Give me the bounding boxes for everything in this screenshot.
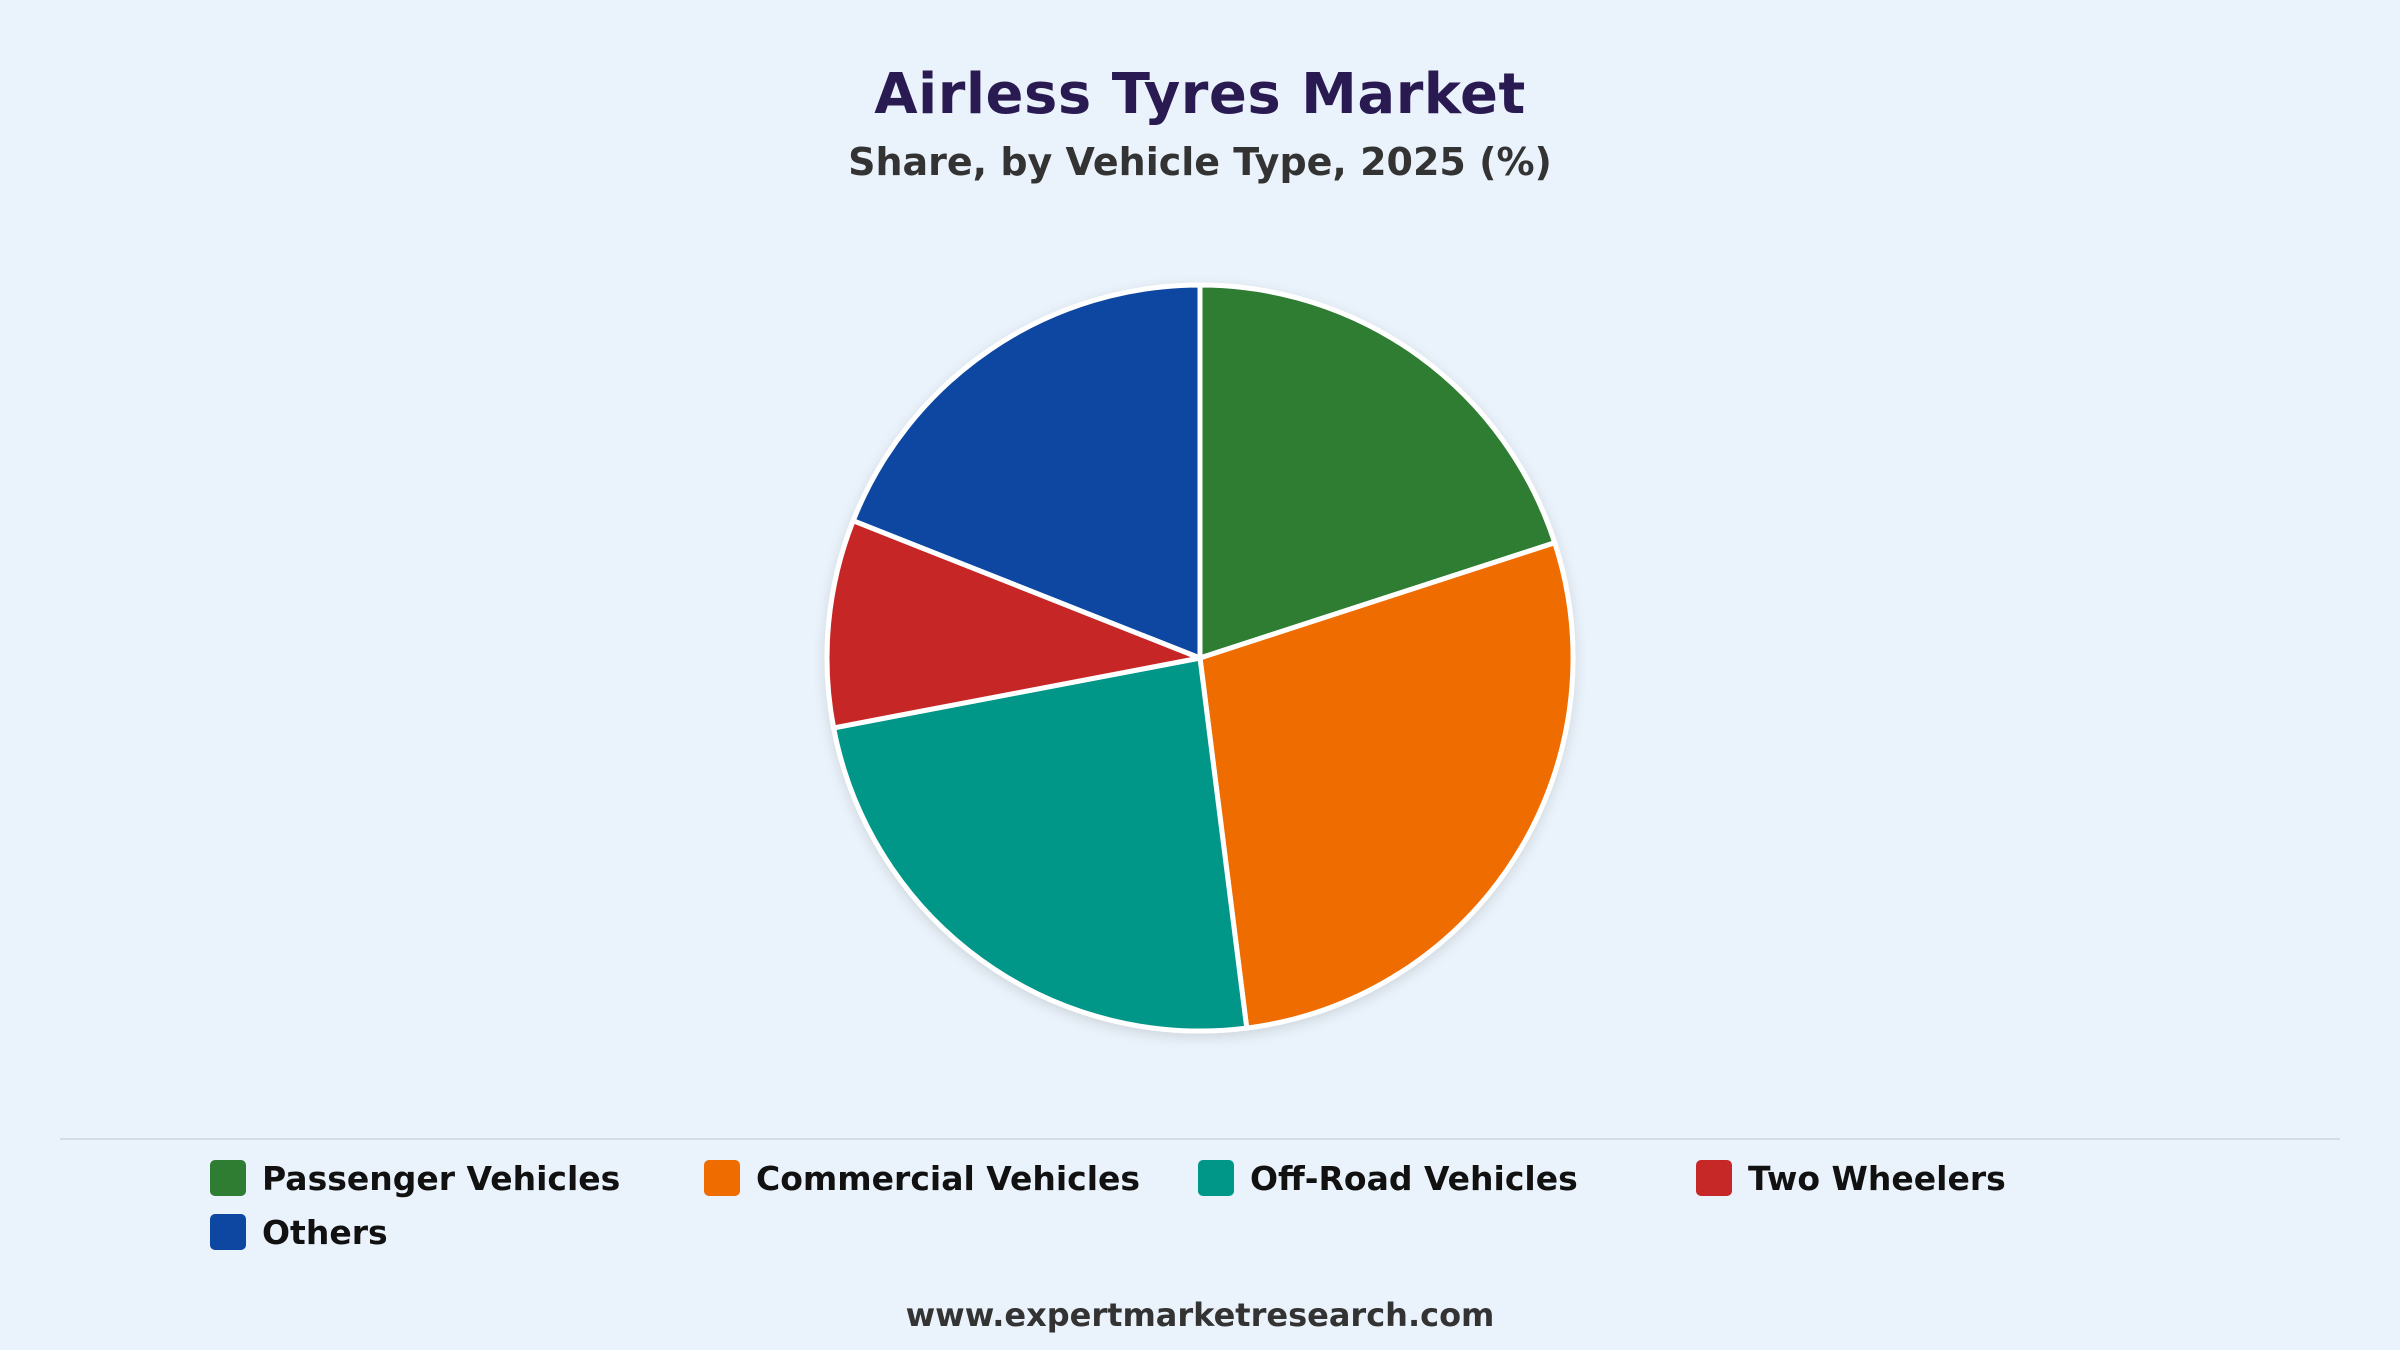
legend-swatch <box>210 1160 246 1196</box>
legend-label: Others <box>262 1212 388 1252</box>
pie-slice-two-wheelers <box>824 518 1203 731</box>
chart-legend: Passenger Vehicles Commercial Vehicles Off… <box>210 1154 2210 1264</box>
legend-label: Passenger Vehicles <box>262 1158 621 1198</box>
pie-slice-others <box>850 282 1203 661</box>
pie-slice-passenger-vehicles <box>1197 282 1558 661</box>
legend-divider <box>60 1138 2340 1140</box>
legend-label: Off-Road Vehicles <box>1250 1158 1578 1198</box>
legend-item: Two Wheelers <box>1696 1154 2006 1202</box>
legend-label: Two Wheelers <box>1748 1158 2006 1198</box>
legend-item: Off-Road Vehicles <box>1198 1154 1578 1202</box>
legend-item: Commercial Vehicles <box>704 1154 1140 1202</box>
source-footer: www.expertmarketresearch.com <box>905 1296 1495 1334</box>
legend-item: Others <box>210 1208 388 1256</box>
legend-swatch <box>210 1214 246 1250</box>
chart-title: Airless Tyres Market <box>874 62 1526 127</box>
legend-item: Passenger Vehicles <box>210 1154 620 1202</box>
legend-swatch <box>1198 1160 1234 1196</box>
legend-swatch <box>1696 1160 1732 1196</box>
legend-swatch <box>704 1160 740 1196</box>
pie-slice-commercial-vehicles <box>1197 540 1576 1031</box>
pie-slice-off-road-vehicles <box>831 655 1250 1034</box>
legend-label: Commercial Vehicles <box>756 1158 1141 1198</box>
chart-subtitle: Share, by Vehicle Type, 2025 (%) <box>848 140 1552 184</box>
